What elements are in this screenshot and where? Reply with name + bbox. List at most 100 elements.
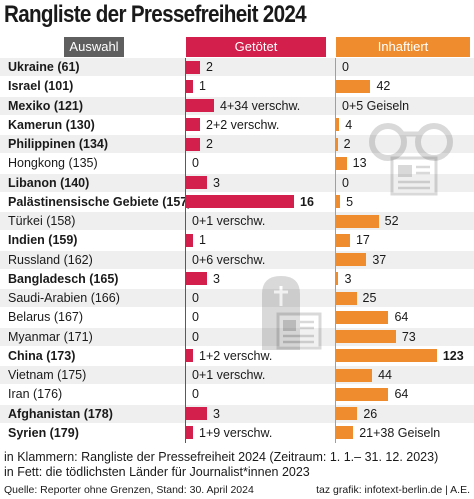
newspaper-icon [276, 312, 322, 350]
killed-bar [186, 99, 214, 112]
killed-value-label: 3 [213, 406, 220, 421]
killed-value-label: 1 [199, 233, 206, 248]
killed-value-label: 1+2 verschw. [199, 348, 273, 363]
imprisoned-value-label: 73 [401, 329, 416, 344]
imprisoned-bar [336, 195, 341, 209]
country-label: Iran (176) [8, 387, 63, 402]
source-note: Quelle: Reporter ohne Grenzen, Stand: 30… [4, 484, 254, 496]
killed-value-label: 0+1 verschw. [192, 368, 266, 382]
imprisoned-value-label: 2 [343, 137, 351, 151]
imprisoned-bar [336, 79, 371, 93]
killed-bar [186, 195, 294, 209]
imprisoned-value-label: 26 [363, 406, 378, 421]
imprisoned-bar [336, 291, 357, 305]
table-row: Indien (159) 1 17 [0, 231, 474, 249]
killed-bar [186, 118, 200, 132]
table-row: Afghanistan (178) 3 26 [0, 404, 474, 423]
imprisoned-value-label: 5 [346, 194, 354, 209]
country-label: Afghanistan (178) [8, 406, 113, 421]
imprisoned-value-label: 21+38 Geiseln [359, 425, 441, 440]
imprisoned-value-label: 3 [344, 271, 352, 286]
table-row: Belarus (167) 0 64 [0, 308, 474, 326]
killed-value-label: 2+2 verschw. [206, 117, 280, 132]
imprisoned-value-label: 0 [342, 175, 349, 190]
table-row: Mexiko (121) 4+34 verschw. 0+5 Geiseln [0, 96, 474, 115]
table-row: Saudi-Arabien (166) 0 25 [0, 289, 474, 307]
imprisoned-bar [336, 253, 367, 266]
killed-value-label: 0+1 verschw. [192, 214, 266, 228]
country-label: Palästinensische Gebiete (157) [8, 194, 192, 209]
table-row: Palästinensische Gebiete (157) 16 5 [0, 193, 474, 211]
table-row: Iran (176) 0 64 [0, 385, 474, 403]
table-row: China (173) 1+2 verschw. 123 [0, 347, 474, 365]
table-row: Ukraine (61) 2 0 [0, 58, 474, 76]
imprisoned-bar [336, 156, 347, 170]
handcuffs-icon [369, 123, 453, 161]
country-label: Bangladesch (165) [8, 271, 119, 286]
credit-note: taz grafik: infotext-berlin.de | A.E. [316, 484, 470, 496]
imprisoned-value-label: 44 [378, 368, 392, 382]
footnote-bold: in Fett: die tödlichsten Länder für Jour… [4, 465, 310, 479]
killed-value-label: 0 [192, 310, 199, 325]
imprisoned-value-label: 123 [442, 348, 464, 363]
country-label: Philippinen (134) [8, 137, 109, 151]
table-row: Hongkong (135) 0 13 [0, 154, 474, 172]
imprisoned-value-label: 4 [345, 117, 353, 132]
killed-value-label: 1 [199, 79, 206, 94]
killed-bar [186, 407, 207, 420]
table-row: Kamerun (130) 2+2 verschw. 4 [0, 116, 474, 134]
killed-value-label: 4+34 verschw. [220, 98, 301, 113]
imprisoned-value-label: 0+5 Geiseln [342, 98, 410, 113]
imprisoned-bar [336, 214, 379, 228]
imprisoned-bar [336, 233, 350, 247]
imprisoned-bar [336, 310, 389, 324]
killed-bar [186, 176, 207, 189]
imprisoned-value-label: 64 [394, 387, 409, 402]
country-label: Türkei (158) [8, 214, 76, 228]
killed-value-label: 0 [192, 387, 199, 402]
killed-bar [186, 349, 193, 363]
table-row: Türkei (158) 0+1 verschw. 52 [0, 212, 474, 230]
imprisoned-value-label: 0 [342, 60, 349, 74]
header-getoetet: Getötet [186, 37, 326, 57]
header-inhaftiert: Inhaftiert [336, 37, 470, 57]
imprisoned-bar [336, 330, 396, 343]
country-label: Saudi-Arabien (166) [8, 291, 120, 305]
killed-value-label: 2 [206, 137, 213, 151]
country-label: Israel (101) [8, 79, 74, 94]
imprisoned-bar [336, 387, 389, 401]
killed-value-label: 3 [213, 175, 220, 190]
country-label: China (173) [8, 348, 76, 363]
killed-value-label: 0 [192, 291, 199, 305]
footnote-ranking: in Klammern: Rangliste der Pressefreihei… [4, 450, 439, 464]
killed-axis-line [185, 58, 186, 443]
country-label: Myanmar (171) [8, 329, 93, 344]
country-label: Libanon (140) [8, 175, 90, 190]
table-row: Libanon (140) 3 0 [0, 173, 474, 192]
gravestone-icon [262, 276, 300, 350]
country-label: Russland (162) [8, 252, 93, 267]
killed-bar [186, 272, 207, 286]
country-label: Kamerun (130) [8, 117, 95, 132]
killed-bar [186, 60, 200, 74]
table-row: Russland (162) 0+6 verschw. 37 [0, 250, 474, 269]
killed-bar [186, 233, 193, 247]
country-label: Vietnam (175) [8, 368, 87, 382]
killed-value-label: 3 [213, 271, 220, 286]
imprisoned-bar [336, 407, 358, 420]
imprisoned-bar [336, 426, 354, 440]
imprisoned-bar [336, 368, 373, 382]
killed-value-label: 2 [206, 60, 213, 74]
table-row: Bangladesch (165) 3 3 [0, 270, 474, 288]
table-row: Syrien (179) 1+9 verschw. 21+38 Geiseln [0, 424, 474, 442]
table-row: Philippinen (134) 2 2 [0, 135, 474, 153]
killed-value-label: 0+6 verschw. [192, 252, 266, 267]
killed-value-label: 1+9 verschw. [199, 425, 273, 440]
killed-value-label: 16 [300, 194, 314, 209]
killed-bar [186, 137, 200, 151]
imprisoned-value-label: 64 [394, 310, 409, 325]
table-row: Vietnam (175) 0+1 verschw. 44 [0, 366, 474, 384]
table-row: Myanmar (171) 0 73 [0, 327, 474, 346]
imprisoned-bar [336, 349, 437, 363]
table-row: Israel (101) 1 42 [0, 77, 474, 95]
